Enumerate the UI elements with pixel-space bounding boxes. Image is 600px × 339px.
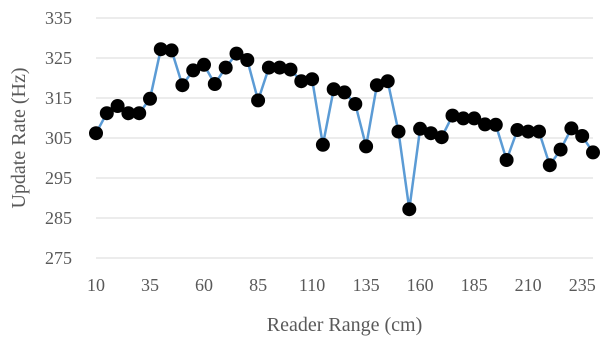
data-point bbox=[380, 74, 395, 89]
data-point bbox=[542, 158, 557, 173]
data-point bbox=[499, 153, 514, 167]
data-point bbox=[564, 121, 579, 136]
y-tick-label: 335 bbox=[45, 8, 72, 28]
data-point bbox=[218, 60, 233, 75]
data-point bbox=[89, 126, 103, 141]
data-point bbox=[369, 78, 384, 93]
data-point bbox=[283, 62, 298, 77]
data-point bbox=[164, 43, 179, 58]
x-tick-label: 60 bbox=[195, 275, 213, 295]
data-point bbox=[478, 117, 492, 132]
data-point bbox=[207, 77, 222, 91]
x-axis-title: Reader Range (cm) bbox=[267, 314, 422, 336]
data-point bbox=[197, 57, 211, 72]
data-point bbox=[251, 93, 266, 108]
data-point bbox=[261, 60, 276, 75]
data-point bbox=[391, 124, 406, 139]
data-point bbox=[337, 85, 352, 100]
y-axis-title: Update Rate (Hz) bbox=[8, 67, 30, 208]
data-point bbox=[153, 42, 168, 57]
data-point bbox=[294, 74, 309, 89]
data-point bbox=[521, 124, 536, 139]
data-point bbox=[315, 137, 330, 152]
data-point bbox=[229, 46, 244, 61]
x-tick-label: 135 bbox=[353, 275, 380, 295]
data-point bbox=[423, 126, 438, 141]
x-tick-label: 110 bbox=[299, 275, 325, 295]
x-tick-label: 35 bbox=[141, 275, 159, 295]
y-tick-label: 285 bbox=[45, 208, 72, 228]
x-tick-labels: 10 35 60 85 110 135 160 185 210 235 bbox=[87, 275, 596, 295]
x-tick-label: 185 bbox=[461, 275, 488, 295]
x-tick-label: 210 bbox=[515, 275, 542, 295]
data-point bbox=[456, 111, 471, 126]
series-group bbox=[89, 42, 600, 217]
data-point bbox=[99, 106, 114, 121]
data-point bbox=[305, 72, 320, 87]
x-tick-label: 85 bbox=[249, 275, 267, 295]
data-point bbox=[413, 121, 428, 136]
data-point bbox=[348, 97, 363, 111]
x-tick-label: 160 bbox=[407, 275, 434, 295]
y-tick-label: 295 bbox=[45, 168, 72, 188]
data-point bbox=[272, 60, 287, 75]
data-point bbox=[575, 129, 590, 143]
data-point bbox=[434, 130, 449, 145]
y-tick-label: 325 bbox=[45, 48, 72, 68]
data-point bbox=[445, 108, 460, 123]
x-tick-label: 235 bbox=[569, 275, 596, 295]
data-point bbox=[532, 124, 546, 139]
data-point bbox=[586, 145, 600, 160]
data-point bbox=[488, 117, 503, 132]
y-tick-label: 275 bbox=[45, 248, 72, 268]
data-point bbox=[326, 82, 341, 97]
data-point bbox=[359, 139, 374, 154]
y-tick-labels: 275 285 295 305 315 325 335 bbox=[45, 8, 72, 268]
data-point bbox=[402, 202, 417, 217]
data-point bbox=[186, 63, 201, 78]
data-point bbox=[143, 91, 157, 106]
data-point bbox=[240, 53, 255, 67]
data-point bbox=[175, 78, 190, 93]
data-point bbox=[553, 142, 568, 157]
data-point bbox=[467, 111, 482, 126]
data-point bbox=[110, 99, 125, 113]
x-tick-label: 10 bbox=[87, 275, 105, 295]
data-point bbox=[132, 106, 147, 121]
y-tick-label: 305 bbox=[45, 128, 72, 148]
data-point bbox=[121, 106, 136, 121]
data-point bbox=[510, 123, 525, 137]
y-tick-label: 315 bbox=[45, 88, 72, 108]
